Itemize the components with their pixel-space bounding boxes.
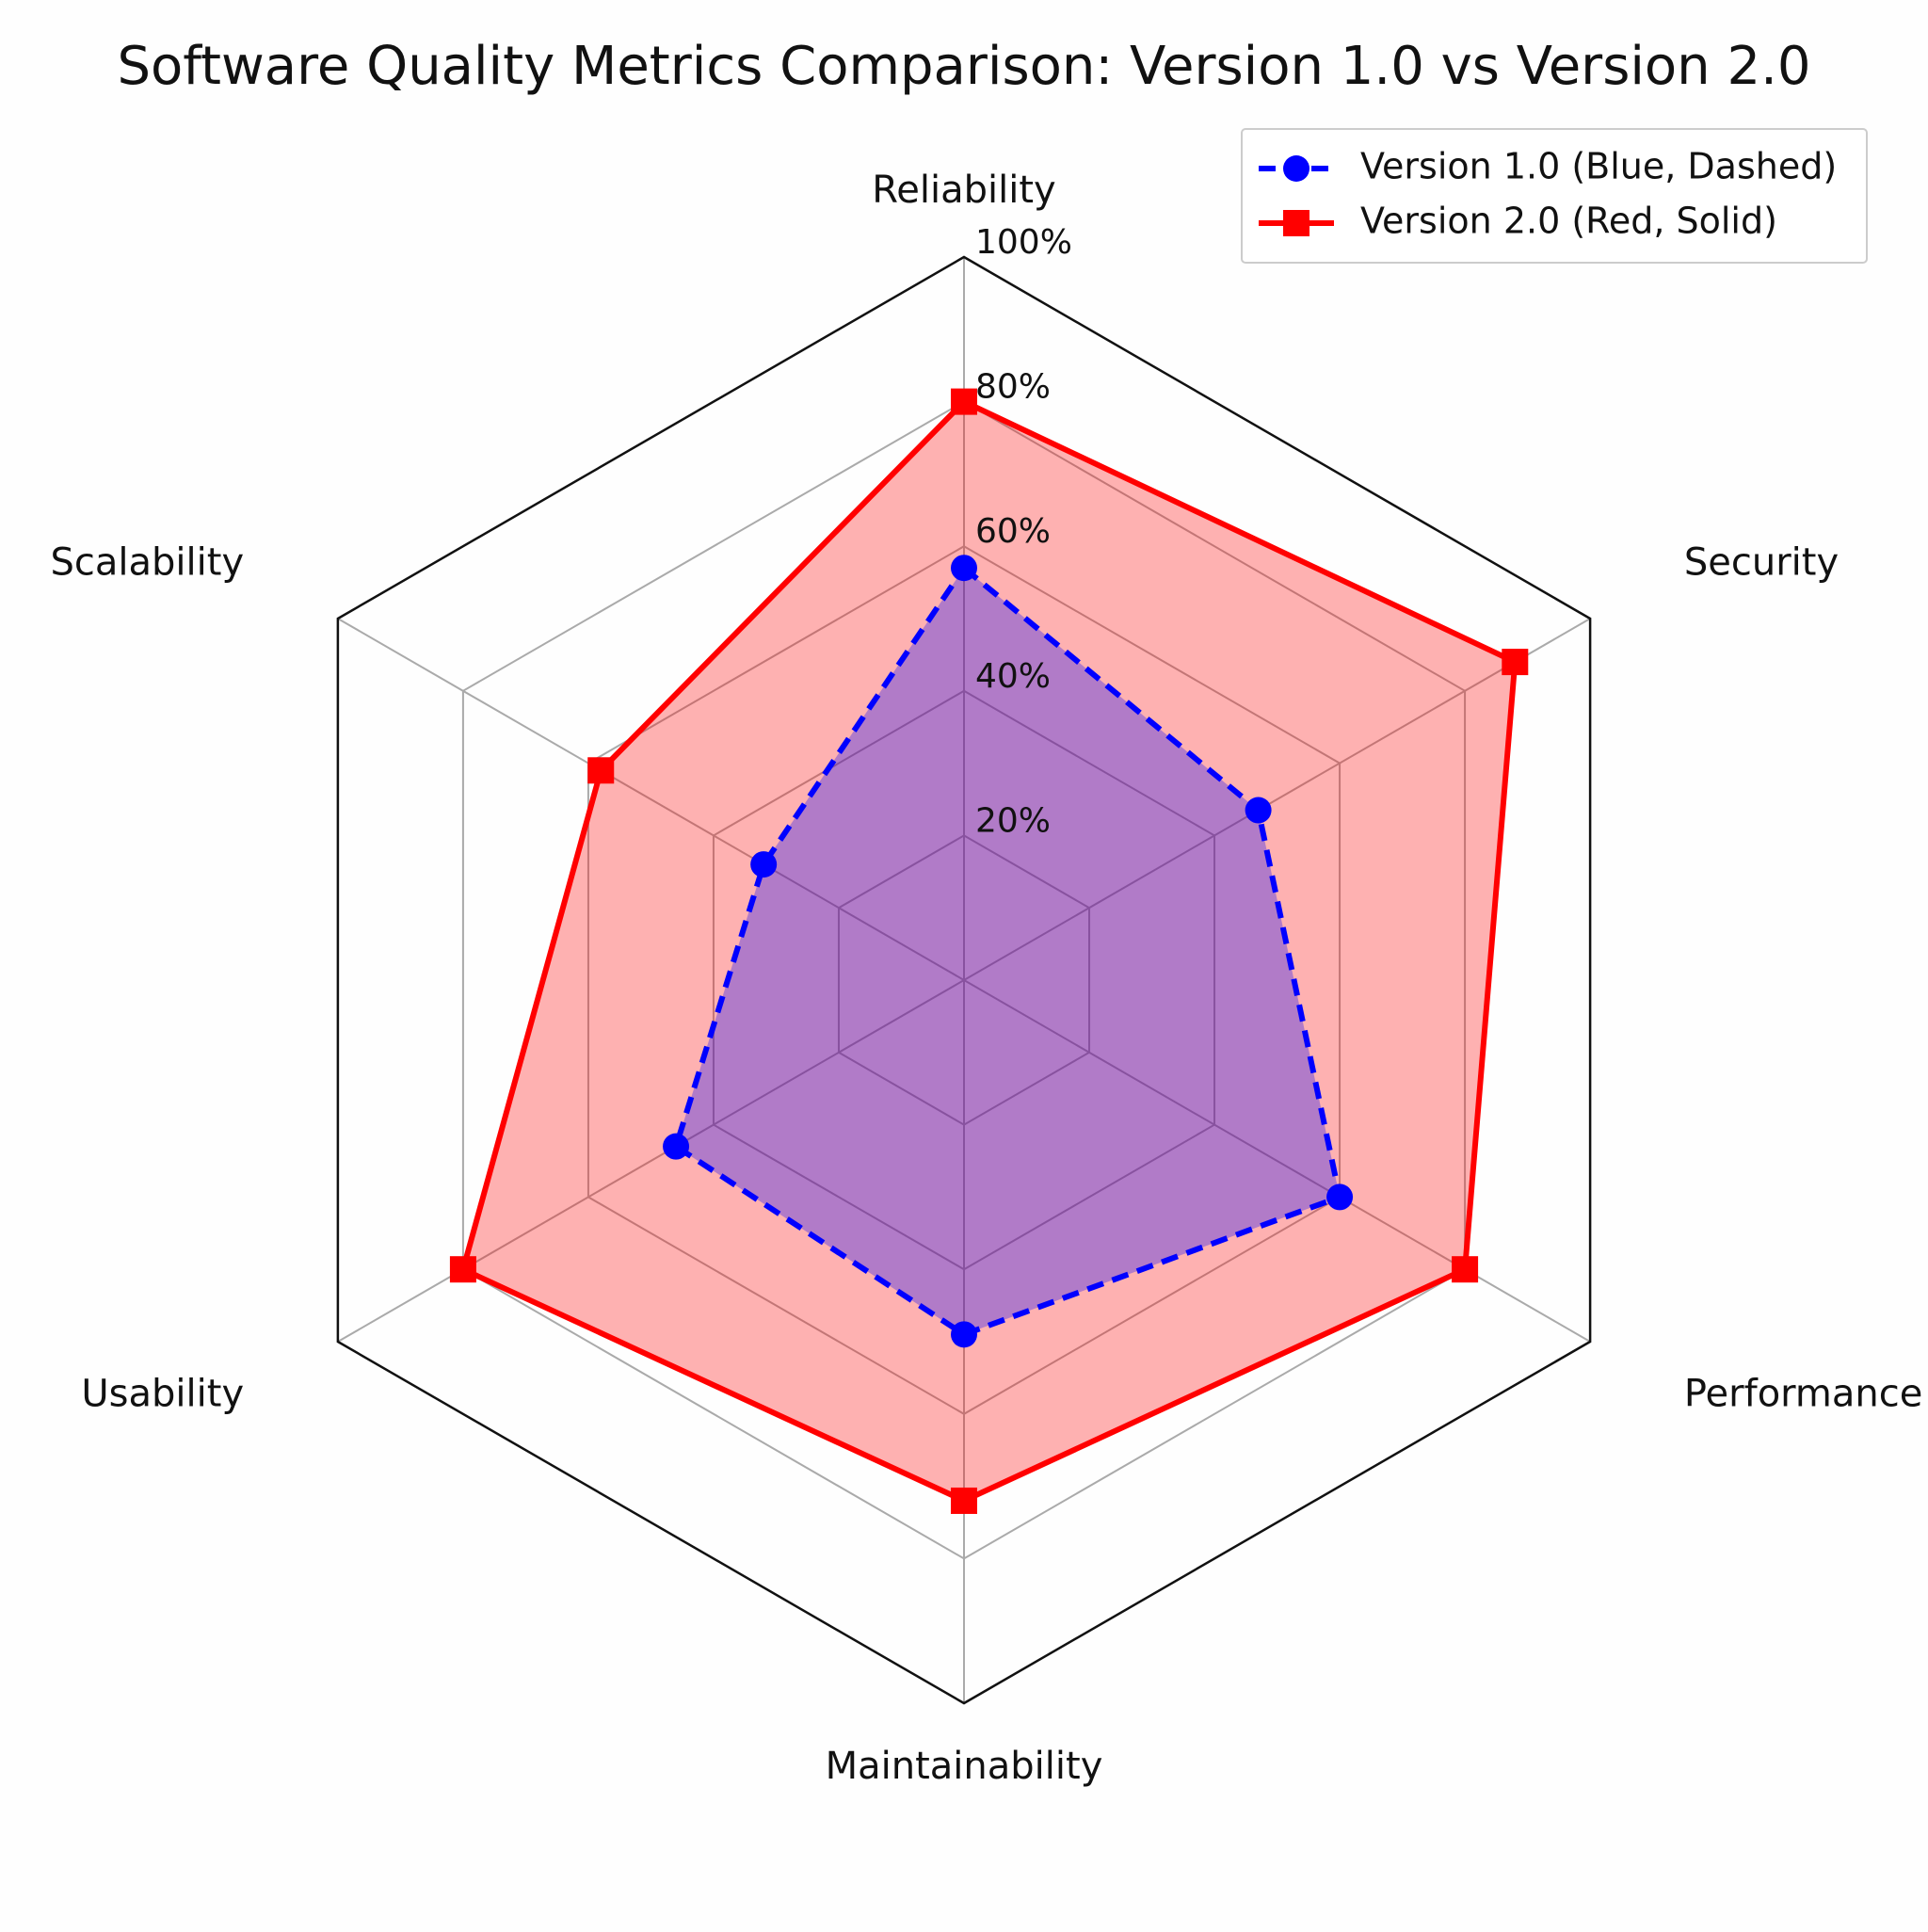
r-tick-label: 20% <box>975 801 1051 840</box>
category-label: Performance <box>1684 1373 1922 1416</box>
grid-ring <box>712 689 1216 1271</box>
category-label: Maintainability <box>826 1745 1103 1788</box>
r-tick-label: 80% <box>975 368 1051 407</box>
data-point <box>1245 797 1272 824</box>
category-label: Usability <box>81 1373 244 1416</box>
data-point <box>587 757 615 784</box>
chart-title: Software Quality Metrics Comparison: Ver… <box>117 36 1810 97</box>
outer-frame <box>336 255 1592 1705</box>
spoke <box>963 618 1591 981</box>
data-point <box>663 1133 690 1160</box>
data-point <box>951 1487 977 1514</box>
legend-label: Version 2.0 (Red, Solid) <box>1360 201 1777 242</box>
data-point <box>951 555 977 582</box>
spoke <box>963 979 1591 1343</box>
legend-marker <box>1283 210 1309 236</box>
r-tick-label: 100% <box>975 223 1072 262</box>
category-label: Security <box>1684 540 1839 584</box>
data-point <box>449 1256 476 1283</box>
r-tick-label: 40% <box>975 657 1051 696</box>
category-label: Scalability <box>51 540 245 584</box>
data-point <box>1452 1256 1479 1283</box>
data-point <box>750 851 778 878</box>
legend-marker <box>1283 155 1309 182</box>
series-area <box>676 568 1341 1335</box>
data-point <box>1326 1183 1354 1211</box>
series-area <box>462 401 1516 1501</box>
spoke <box>337 979 965 1343</box>
spoke <box>337 618 965 981</box>
data-point <box>951 1321 977 1348</box>
legend-label: Version 1.0 (Blue, Dashed) <box>1360 146 1837 187</box>
grid-ring <box>837 834 1091 1126</box>
data-point <box>1502 649 1529 676</box>
legend-frame <box>1241 128 1868 264</box>
r-tick-label: 60% <box>975 512 1051 551</box>
category-label: Reliability <box>872 169 1055 212</box>
grid-ring <box>461 400 1467 1560</box>
data-point <box>951 388 977 415</box>
legend: Version 1.0 (Blue, Dashed) Version 2.0 (R… <box>1241 128 1868 264</box>
